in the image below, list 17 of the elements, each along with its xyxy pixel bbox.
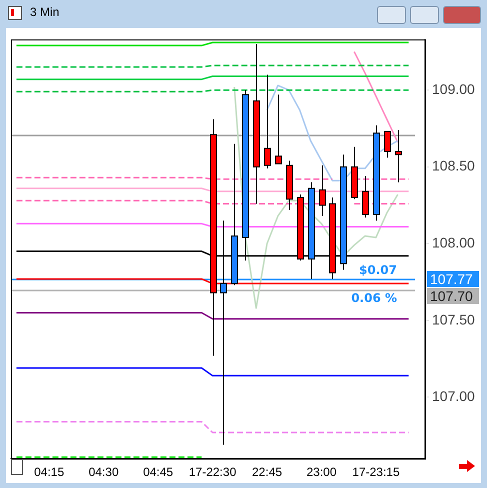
annotation: $0.07 [359,262,397,277]
x-tick-label: 04:15 [34,465,64,480]
x-tick-label: 04:45 [143,465,174,480]
annotation: 0.06 % [351,290,397,305]
ref-line-label: 107.70 [430,288,474,304]
x-tick-label: 17-23:15 [352,465,400,480]
y-tick-label: 109.00 [432,80,476,97]
chart-title: 3 Min [30,5,60,19]
x-tick-label: 17-22:30 [188,465,237,480]
x-tick-label: 22:45 [252,465,282,480]
y-tick-label: 107.50 [432,311,476,328]
y-tick-label: 108.50 [432,158,476,174]
x-tick-label: 04:30 [88,465,119,480]
y-tick-label: 107.00 [432,388,476,404]
ref-line-label: 107.77 [430,270,474,287]
y-tick-label: 108.00 [432,234,476,250]
x-tick-label: 23:00 [306,465,337,480]
